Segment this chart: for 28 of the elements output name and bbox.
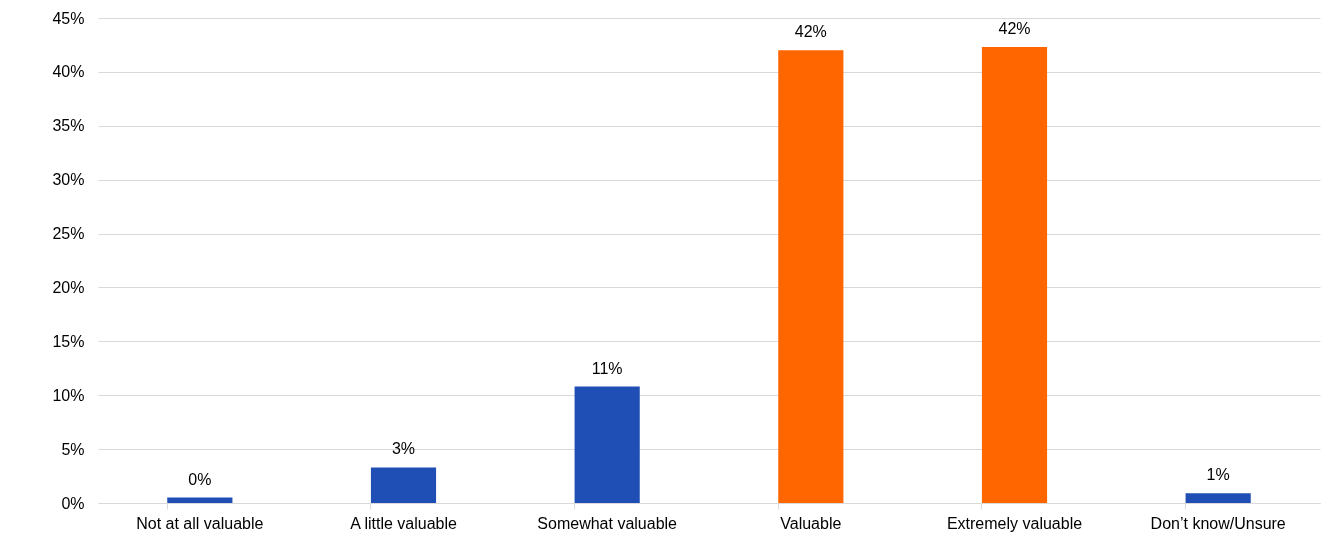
y-tick-label: 0% — [61, 494, 85, 512]
bar — [778, 50, 844, 503]
y-tick-label: 35% — [52, 117, 85, 135]
y-tick-label: 5% — [61, 440, 85, 458]
y-tick-label: 20% — [52, 278, 85, 296]
bar — [981, 47, 1048, 503]
data-label: 1% — [1206, 466, 1230, 484]
bar — [1185, 493, 1251, 503]
x-tick-label: Somewhat valuable — [537, 514, 678, 532]
bar — [574, 386, 640, 503]
data-label: 11% — [591, 359, 623, 377]
x-tick-label: Extremely valuable — [946, 514, 1083, 532]
x-tick-label: Valuable — [780, 514, 842, 532]
x-tick-label: Don’t know/Unsure — [1150, 514, 1286, 532]
x-tick-label: Not at all valuable — [136, 514, 264, 532]
y-tick-label: 10% — [52, 386, 85, 404]
data-label: 42% — [998, 20, 1031, 38]
x-tick-label: A little valuable — [350, 514, 457, 532]
bar — [167, 497, 233, 503]
y-tick-label: 30% — [52, 171, 85, 189]
bar — [370, 467, 437, 503]
y-tick-label: 15% — [52, 332, 85, 350]
data-label: 0% — [188, 470, 212, 488]
data-label: 3% — [391, 440, 416, 458]
data-label: 42% — [794, 23, 827, 41]
y-tick-label: 25% — [52, 225, 85, 243]
y-tick-label: 45% — [52, 9, 85, 27]
y-tick-label: 40% — [52, 63, 85, 81]
